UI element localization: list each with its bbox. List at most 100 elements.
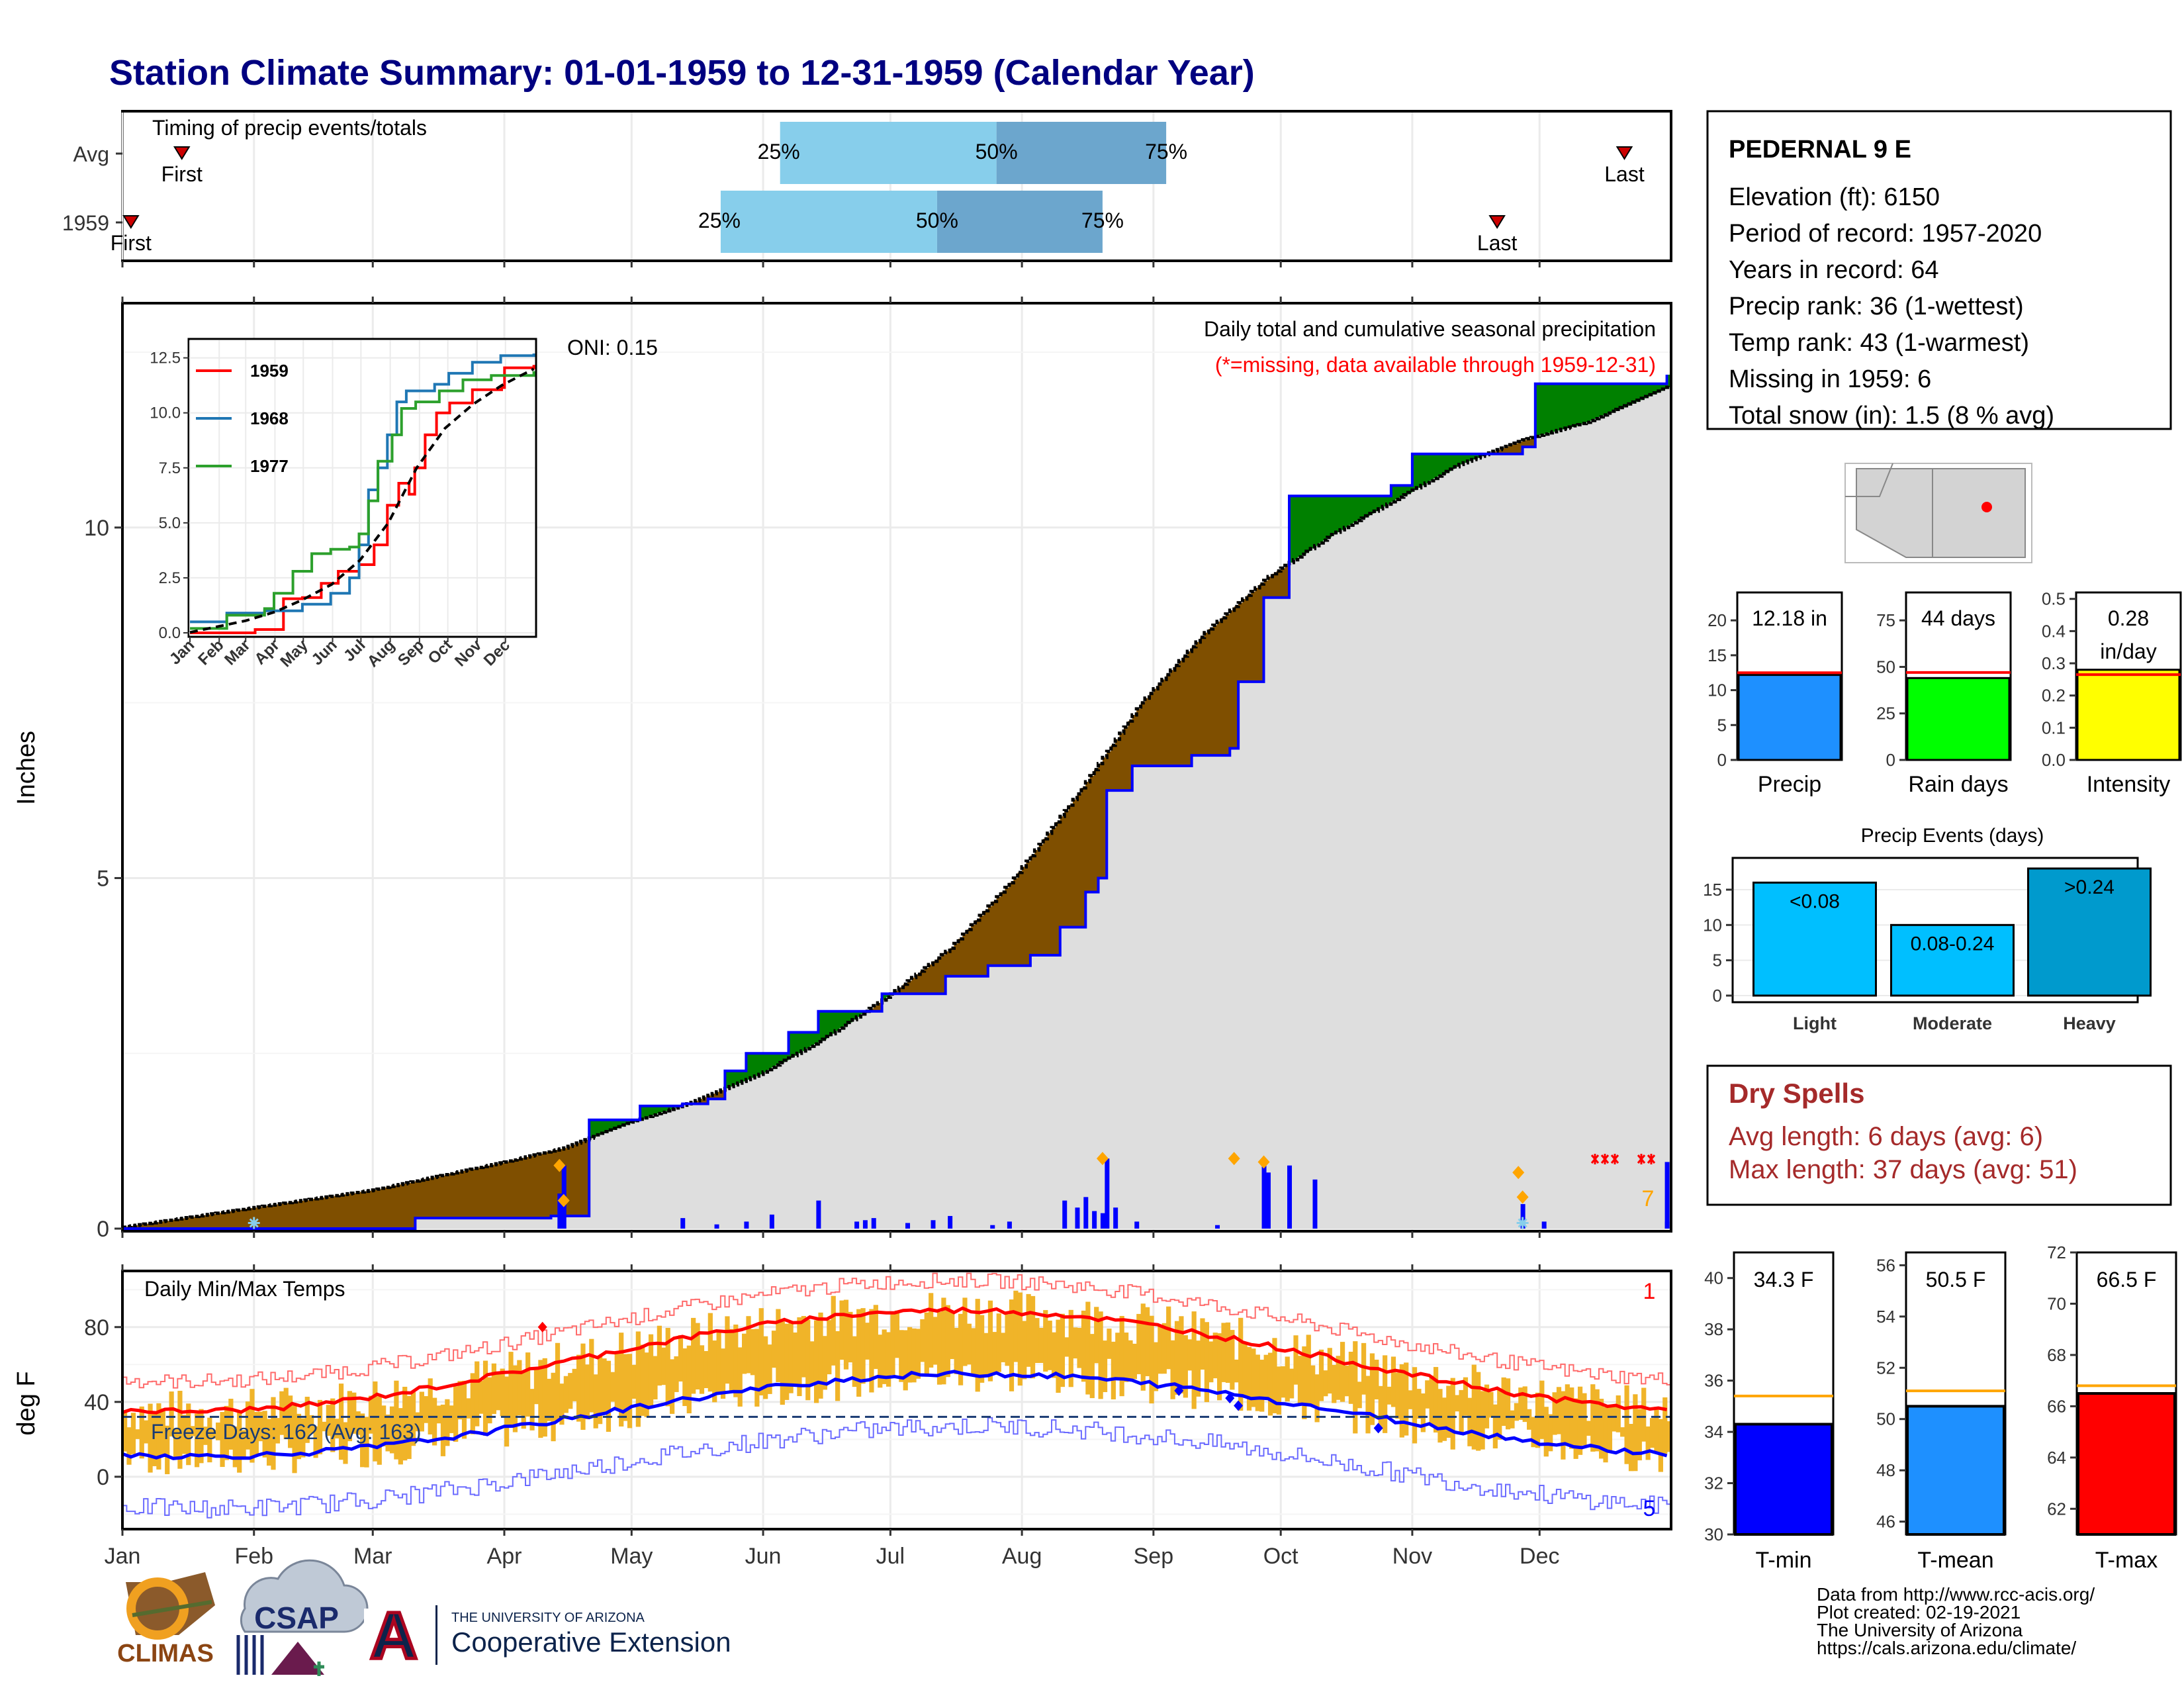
daily-temp-bar: [496, 1373, 501, 1411]
month-label: Sep: [1134, 1544, 1174, 1569]
last-marker: [1615, 146, 1633, 160]
station-name: PEDERNAL 9 E: [1729, 136, 1911, 164]
daily-temp-bar: [1056, 1319, 1061, 1393]
daily-temp-bar: [122, 1410, 128, 1452]
precip-frame: [121, 302, 1672, 1233]
mini-value-label: 12.18 in: [1752, 606, 1827, 630]
daily-temp-bar: [1590, 1384, 1596, 1452]
daily-temp-bar: [737, 1347, 743, 1407]
climas-logo: CLIMAS: [117, 1572, 215, 1667]
daily-temp-bar: [1548, 1414, 1553, 1452]
daily-temp-bar: [644, 1352, 649, 1417]
station-frame: [1706, 110, 2172, 430]
daily-temp-bar: [648, 1334, 654, 1406]
station-line: Precip rank: 36 (1-wettest): [1729, 293, 2024, 320]
daily-temp-bar: [322, 1421, 327, 1432]
daily-temp-bar: [763, 1336, 768, 1399]
event-marker: [1512, 1166, 1525, 1180]
daily-temp-bar: [610, 1372, 615, 1402]
daily-temp-bar: [750, 1329, 756, 1376]
daily-temp-bar: [627, 1354, 633, 1429]
event-marker: [553, 1158, 566, 1172]
daily-temp-bar: [126, 1427, 132, 1465]
daily-temp-bar: [1471, 1364, 1477, 1450]
temp-bar-tick-label: 40: [1704, 1268, 1723, 1288]
mini-tick-label: 75: [1876, 610, 1895, 630]
daily-temp-bar: [915, 1329, 921, 1379]
daily-precip-bar: [1265, 1172, 1271, 1229]
daily-precip-bar: [816, 1200, 821, 1229]
daily-temp-bar: [1251, 1348, 1256, 1407]
precip-ytick-label: 5: [97, 866, 109, 891]
daily-temp-bar: [580, 1343, 586, 1430]
daily-temp-bar: [873, 1305, 878, 1369]
daily-temp-bar: [216, 1422, 221, 1440]
daily-temp-bar: [461, 1380, 467, 1439]
daily-temp-bar: [801, 1316, 806, 1378]
temp-value-bar: [1906, 1405, 2005, 1536]
daily-temp-bar: [330, 1398, 336, 1452]
event-marker: [1257, 1155, 1270, 1169]
daily-temp-bar: [419, 1391, 424, 1432]
daily-temp-bar: [563, 1376, 569, 1413]
daily-temp-bar: [253, 1411, 259, 1456]
daily-precip-bar: [1075, 1207, 1080, 1229]
last-marker: [1488, 215, 1506, 229]
event-marker: [1228, 1152, 1240, 1166]
daily-temp-bar: [1492, 1404, 1498, 1449]
daily-temp-bar: [402, 1386, 408, 1461]
daily-temp-bar: [355, 1411, 361, 1435]
daily-temp-bar: [962, 1297, 968, 1366]
daily-temp-bar: [1022, 1321, 1027, 1380]
daily-temp-bar: [860, 1308, 866, 1384]
dry-max: Max length: 37 days (avg: 51): [1729, 1155, 2077, 1184]
events-tick-label: 15: [1703, 880, 1722, 900]
daily-temp-bar: [1013, 1290, 1019, 1362]
daily-temp-bar: [1369, 1353, 1375, 1425]
daily-temp-bar: [856, 1309, 862, 1397]
daily-temp-bar: [1212, 1333, 1218, 1379]
daily-temp-bar: [1327, 1348, 1332, 1394]
temp-bar-t-mean: 46 48 50 52 54 56 50.5 F T-mean: [1876, 1251, 2007, 1573]
quartile-50-75-bar: [936, 191, 1103, 253]
mini-tick-label: 15: [1707, 645, 1727, 665]
daily-temp-bar: [266, 1419, 272, 1466]
daily-temp-bar: [657, 1325, 662, 1386]
dry-avg: Avg length: 6 days (avg: 6): [1729, 1122, 2043, 1151]
temp-bar-tick-label: 62: [2047, 1499, 2066, 1519]
daily-temp-bar: [1467, 1397, 1473, 1446]
daily-precip-bar: [1664, 1162, 1670, 1229]
daily-temp-bar: [1662, 1397, 1668, 1454]
daily-temp-bar: [521, 1370, 526, 1429]
daily-temp-bar: [686, 1345, 692, 1414]
daily-temp-bar: [1030, 1295, 1036, 1379]
mini-tick-label: 10: [1707, 680, 1727, 700]
ua-big-text: Cooperative Extension: [451, 1626, 731, 1658]
daily-precip-bar: [1105, 1158, 1110, 1229]
daily-temp-bar: [598, 1355, 603, 1425]
daily-temp-bar: [300, 1418, 306, 1458]
daily-temp-bar: [529, 1389, 535, 1430]
month-label: Nov: [1392, 1544, 1432, 1569]
daily-temp-bar: [1064, 1337, 1069, 1357]
daily-temp-bar: [1183, 1335, 1188, 1398]
daily-temp-bar: [1293, 1335, 1298, 1385]
month-label: Jan: [105, 1544, 141, 1569]
daily-temp-bar: [1552, 1392, 1557, 1435]
daily-temp-bar: [177, 1391, 183, 1469]
daily-temp-bar: [1123, 1333, 1129, 1382]
daily-temp-bar: [466, 1398, 471, 1419]
summary-bar-charts: 0 5 10 15 20 12.18 in Precip 0 25 50 75 44 days Rain…: [1707, 589, 2182, 797]
daily-precip-bar: [1134, 1221, 1140, 1229]
daily-temp-bar: [631, 1364, 637, 1399]
daily-temp-bar: [1094, 1307, 1099, 1364]
daily-temp-bar: [1217, 1333, 1222, 1401]
daily-precip-bar: [931, 1220, 936, 1229]
max-record-count: 1: [1643, 1279, 1656, 1304]
record-min-line: [122, 1417, 1671, 1519]
daily-temp-bar: [190, 1426, 195, 1436]
daily-temp-bar: [271, 1397, 276, 1470]
daily-temp-bar: [869, 1309, 874, 1393]
daily-temp-bar: [805, 1319, 811, 1401]
daily-temp-bar: [1089, 1334, 1095, 1399]
